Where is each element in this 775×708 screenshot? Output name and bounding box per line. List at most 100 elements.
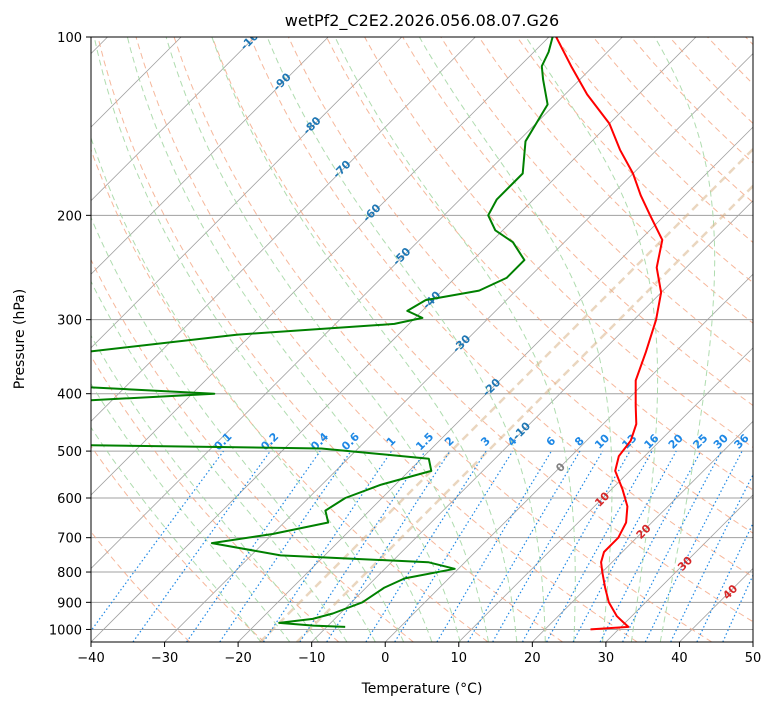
mixing-ratio-label: 8 xyxy=(572,434,587,449)
y-tick-label: 900 xyxy=(57,596,82,611)
dry-adiabat xyxy=(249,37,753,578)
isotherm-label: -100 xyxy=(238,24,267,53)
isotherm-label: -90 xyxy=(270,70,293,93)
moist-adiabat xyxy=(91,280,348,642)
y-tick-label: 300 xyxy=(57,314,82,329)
x-tick-label: 0 xyxy=(381,651,389,666)
mixing-ratio-label: 36 xyxy=(732,431,752,451)
mixing-ratio-line xyxy=(722,573,753,642)
isotherm-line xyxy=(91,37,255,202)
x-axis-label: Temperature (°C) xyxy=(361,681,483,697)
x-axis-ticks: −40 −30 −20 −10 0 10 20 30 40 50 xyxy=(77,642,761,666)
dry-adiabat xyxy=(211,37,753,623)
moist-adiabat xyxy=(165,37,489,642)
mixing-ratio-line xyxy=(262,450,392,642)
dry-adiabat xyxy=(554,37,753,244)
mixing-ratio-line xyxy=(572,450,677,642)
mixing-ratio-line xyxy=(644,450,743,642)
mixing-ratio-line xyxy=(299,450,426,642)
y-tick-label: 600 xyxy=(57,492,82,507)
warm-isotherm-label: 10 xyxy=(592,489,612,509)
y-axis-ticks: 100 200 300 400 500 600 700 800 900 1000 xyxy=(49,31,91,638)
isotherm-label: -60 xyxy=(360,201,383,224)
moist-adiabat xyxy=(91,334,319,642)
dry-adiabat xyxy=(91,531,191,642)
mixing-ratio-label: 25 xyxy=(690,432,710,452)
dry-adiabat xyxy=(91,355,340,642)
y-tick-label: 500 xyxy=(57,445,82,460)
dendritic-zone-line xyxy=(259,147,753,642)
mixing-ratio-line xyxy=(436,450,553,642)
isotherm-line xyxy=(91,37,623,570)
warm-isotherm-label: 30 xyxy=(675,553,695,573)
x-tick-label: 50 xyxy=(745,651,762,666)
moist-adiabat xyxy=(334,37,576,642)
x-tick-label: −40 xyxy=(77,651,104,666)
moist-adiabat xyxy=(126,37,461,642)
moist-adiabat xyxy=(91,382,291,642)
mixing-ratio-label: 0.2 xyxy=(258,430,281,453)
moist-adiabat xyxy=(654,37,716,642)
y-tick-label: 400 xyxy=(57,388,82,403)
dry-adiabat xyxy=(669,37,753,125)
zero-isotherm-label: 0 xyxy=(553,460,568,475)
y-tick-label: 800 xyxy=(57,566,82,581)
isotherm-label: -50 xyxy=(390,245,413,268)
mixing-ratio-line xyxy=(521,450,631,642)
mixing-ratio-label: 30 xyxy=(711,431,731,451)
mixing-ratio-line xyxy=(132,450,271,642)
moist-adiabat xyxy=(93,37,433,642)
isotherm-line xyxy=(91,37,476,422)
isotherm-line xyxy=(532,420,753,642)
isotherm-line xyxy=(164,52,753,642)
dewpoint-profile xyxy=(91,37,554,628)
dry-adiabat xyxy=(91,148,489,642)
y-tick-label: 700 xyxy=(57,532,82,547)
x-tick-label: 10 xyxy=(451,651,468,666)
dry-adiabat xyxy=(287,37,753,534)
y-axis-label: Pressure (hPa) xyxy=(12,289,28,389)
isotherm-line xyxy=(91,37,550,496)
dry-adiabat xyxy=(478,37,753,324)
warm-isotherm-label: 40 xyxy=(720,582,740,602)
mixing-ratio-label: 1.5 xyxy=(413,430,436,453)
mixing-ratio-line xyxy=(219,450,352,642)
plot-frame xyxy=(90,36,754,643)
background-lines xyxy=(91,37,753,642)
dry-adiabat xyxy=(97,37,563,642)
dry-adiabat xyxy=(516,37,753,284)
isotherm-label: -80 xyxy=(300,114,323,137)
dry-adiabat xyxy=(135,37,638,642)
x-tick-label: 20 xyxy=(524,651,541,666)
isotherm-line xyxy=(91,37,403,349)
mixing-ratio-line xyxy=(365,450,487,642)
y-tick-label: 200 xyxy=(57,209,82,224)
x-tick-label: −20 xyxy=(224,651,251,666)
mixing-ratio-line xyxy=(670,473,753,642)
moist-adiabat xyxy=(91,136,405,642)
isotherm-label: -20 xyxy=(480,376,503,399)
x-tick-label: −30 xyxy=(151,651,178,666)
dry-adiabat xyxy=(707,37,753,85)
dry-adiabat xyxy=(440,37,753,365)
moist-adiabat xyxy=(266,37,546,642)
mixing-ratio-label: 20 xyxy=(666,431,686,451)
dry-adiabat xyxy=(91,445,265,642)
mixing-ratio-line xyxy=(546,450,653,642)
moist-adiabat xyxy=(91,216,376,642)
mixing-ratio-label: 16 xyxy=(642,431,662,451)
isotherm-line xyxy=(679,567,753,642)
isotherm-line xyxy=(237,126,753,642)
dry-adiabat xyxy=(592,37,753,204)
isotherm-line xyxy=(311,200,753,642)
dry-adiabat xyxy=(326,37,753,491)
mixing-ratio-label: 6 xyxy=(544,434,559,449)
isotherm-line xyxy=(384,273,753,642)
chart-title: wetPf2_C2E2.2026.056.08.07.G26 xyxy=(285,11,559,31)
moist-adiabat xyxy=(211,37,518,642)
isotherm-label: -70 xyxy=(330,158,353,181)
x-tick-label: −10 xyxy=(298,651,325,666)
y-tick-label: 1000 xyxy=(49,623,82,638)
dendritic-zone-line xyxy=(296,184,753,642)
